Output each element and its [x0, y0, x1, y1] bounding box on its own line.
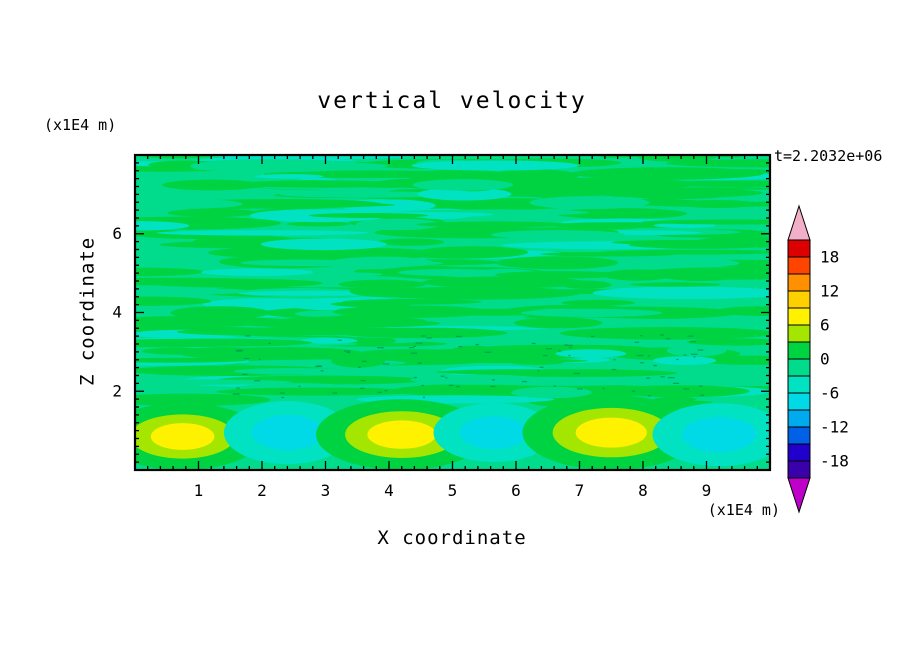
svg-text:-12: -12 [820, 418, 849, 437]
svg-text:2: 2 [257, 481, 267, 500]
chart-title: vertical velocity [317, 88, 587, 114]
svg-text:6: 6 [511, 481, 521, 500]
colorbar: 18 12 6 0 -6 -12 -18 [787, 204, 849, 514]
svg-text:1: 1 [194, 481, 204, 500]
svg-text:0: 0 [820, 350, 830, 369]
svg-text:8: 8 [638, 481, 648, 500]
y-axis-label: Z coordinate [76, 236, 99, 387]
contour-field [135, 155, 770, 470]
svg-text:18: 18 [820, 248, 839, 267]
svg-text:2: 2 [112, 381, 122, 400]
x-axis-label: X coordinate [377, 527, 527, 549]
plot-area: 1 2 3 4 5 6 7 8 9 2 4 6 [112, 153, 772, 500]
svg-text:7: 7 [575, 481, 585, 500]
svg-text:4: 4 [112, 303, 122, 322]
time-label: t=2.2032e+06 [774, 147, 883, 165]
svg-text:12: 12 [820, 282, 839, 301]
svg-text:-18: -18 [820, 452, 849, 471]
colorbar-arrow-top [787, 204, 811, 241]
tick-labels: 1 2 3 4 5 6 7 8 9 2 4 6 [112, 224, 711, 500]
svg-text:-6: -6 [820, 384, 839, 403]
y-axis-units: (x1E4 m) [44, 116, 117, 134]
colorbar-arrow-bottom [787, 477, 811, 514]
svg-text:6: 6 [820, 316, 830, 335]
svg-text:3: 3 [321, 481, 331, 500]
svg-text:9: 9 [702, 481, 712, 500]
svg-text:4: 4 [384, 481, 394, 500]
svg-text:5: 5 [448, 481, 458, 500]
x-axis-units: (x1E4 m) [707, 501, 780, 519]
svg-text:6: 6 [112, 224, 122, 243]
